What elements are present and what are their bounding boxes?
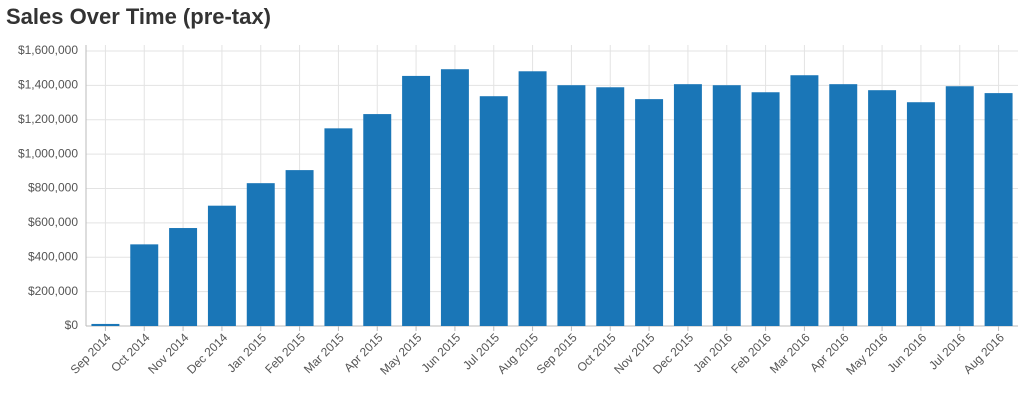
x-tick-label: Aug 2015 [495,330,541,376]
bar [169,228,198,326]
bar [635,99,664,326]
x-tick-label: Feb 2016 [728,330,774,376]
x-tick-label: Feb 2015 [262,330,308,376]
x-tick-label: Jun 2016 [884,330,929,375]
bar [324,128,353,326]
x-tick-label: Mar 2015 [301,330,347,376]
bar [518,71,547,326]
bar [984,93,1013,326]
bar [91,323,120,326]
bar [945,86,974,326]
bar [402,75,431,326]
bar [130,244,159,326]
bar [673,84,702,326]
bar [790,75,819,326]
y-tick-label: $1,400,000 [18,78,78,92]
x-tick-label: Dec 2015 [650,330,696,376]
bar [868,90,897,326]
bar [751,92,780,326]
y-tick-label: $1,200,000 [18,112,78,126]
x-tick-label: May 2016 [843,330,890,377]
bar [363,114,392,326]
bar [246,183,275,326]
y-tick-label: $600,000 [28,215,78,229]
bar [906,102,935,326]
x-tick-label: Sep 2015 [534,330,580,376]
x-tick-label: May 2015 [377,330,424,377]
y-tick-label: $0 [65,318,79,332]
bar [479,96,508,326]
bar [557,85,586,326]
x-tick-label: Jan 2016 [690,330,735,375]
y-tick-label: $1,000,000 [18,146,78,160]
bar [207,205,236,326]
y-tick-label: $400,000 [28,249,78,263]
x-tick-label: Aug 2016 [961,330,1007,376]
x-tick-label: Jun 2015 [418,330,463,375]
bar [712,85,741,326]
chart-title: Sales Over Time (pre-tax) [6,4,271,29]
x-tick-label: Mar 2016 [767,330,813,376]
bar [285,170,314,326]
x-tick-label: Sep 2014 [68,330,114,376]
x-tick-label: Dec 2014 [184,330,230,376]
y-tick-label: $1,600,000 [18,43,78,57]
bar [596,87,625,326]
x-tick-label: Nov 2014 [145,330,191,376]
bar [440,69,469,326]
y-tick-label: $800,000 [28,181,78,195]
x-tick-label: Jan 2015 [224,330,269,375]
y-tick-label: $200,000 [28,284,78,298]
bar [829,84,858,326]
x-tick-label: Nov 2015 [611,330,657,376]
